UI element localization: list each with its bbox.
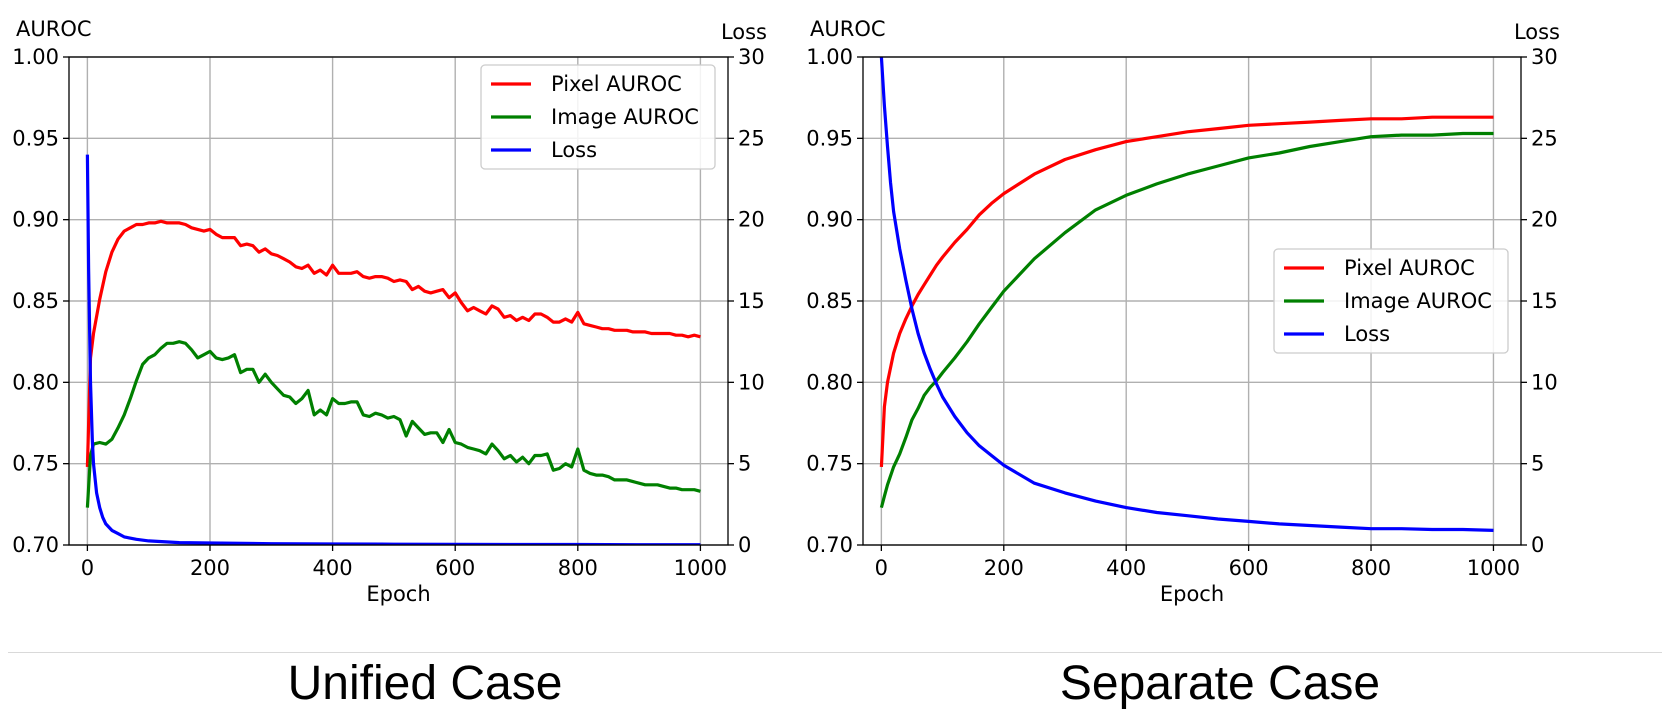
y-right-tick-label: 20 [738, 208, 765, 232]
legend-box [480, 64, 716, 170]
chart-separate: 0 200 400 600 800 10000.700.750.800.850.900.9… [806, 17, 1560, 606]
series-line-pixel-auroc [85, 219, 701, 467]
x-tick-label: 1000 [1467, 556, 1520, 580]
y-left-tick-label: 0.75 [806, 452, 853, 476]
y-left-tick-label: 0.75 [12, 452, 59, 476]
y-left-axis-label: AUROC [16, 17, 92, 41]
x-tick-label: 1000 [674, 556, 727, 580]
y-left-tick-label: 0.80 [806, 370, 853, 394]
y-left-tick-label: 0.95 [12, 126, 59, 150]
y-right-tick-label: 10 [1531, 370, 1558, 394]
y-right-axis-label: Loss [721, 20, 767, 44]
y-right-tick-label: 30 [1531, 45, 1558, 69]
y-right-tick-label: 0 [1531, 533, 1544, 557]
y-left-tick-label: 0.95 [806, 126, 853, 150]
legend-label: Pixel AUROC [1344, 256, 1475, 280]
legend: Pixel AUROC Image AUROC Loss [1273, 248, 1509, 354]
y-left-tick-label: 1.00 [806, 45, 853, 69]
chart-unified: 0 200 400 600 800 10000.700.750.800.850.900.9… [12, 17, 767, 606]
y-left-tick-label: 0.90 [12, 208, 59, 232]
series-line-pixel-auroc [879, 115, 1494, 467]
legend-box [1273, 248, 1509, 354]
x-tick-label: 800 [1351, 556, 1391, 580]
y-right-tick-label: 5 [1531, 452, 1544, 476]
y-right-tick-label: 15 [1531, 289, 1558, 313]
legend-label: Pixel AUROC [551, 72, 682, 96]
y-right-tick-label: 5 [738, 452, 751, 476]
y-right-tick-label: 0 [738, 533, 751, 557]
y-left-tick-label: 0.85 [12, 289, 59, 313]
y-left-tick-label: 0.80 [12, 370, 59, 394]
y-left-tick-label: 0.85 [806, 289, 853, 313]
x-tick-label: 200 [190, 556, 230, 580]
y-right-tick-label: 20 [1531, 208, 1558, 232]
y-left-axis-label: AUROC [810, 17, 886, 41]
series-line-image-auroc [879, 131, 1494, 509]
y-right-tick-label: 10 [738, 370, 765, 394]
y-left-tick-label: 0.70 [806, 533, 853, 557]
x-axis-label: Epoch [1160, 582, 1224, 606]
x-tick-label: 200 [984, 556, 1024, 580]
x-tick-label: 600 [435, 556, 475, 580]
caption-divider [8, 652, 1662, 653]
series-line-loss [879, 57, 1494, 532]
x-tick-label: 0 [875, 556, 888, 580]
x-tick-label: 600 [1229, 556, 1269, 580]
y-right-tick-label: 15 [738, 289, 765, 313]
x-tick-label: 0 [81, 556, 94, 580]
y-right-tick-label: 30 [738, 45, 765, 69]
x-tick-label: 800 [558, 556, 598, 580]
legend-label: Image AUROC [551, 105, 699, 129]
y-left-tick-label: 1.00 [12, 45, 59, 69]
y-left-tick-label: 0.70 [12, 533, 59, 557]
x-tick-label: 400 [313, 556, 353, 580]
y-right-axis-label: Loss [1514, 20, 1560, 44]
legend-label: Loss [551, 138, 597, 162]
y-left-tick-label: 0.90 [806, 208, 853, 232]
legend: Pixel AUROC Image AUROC Loss [480, 64, 716, 170]
caption-separate: Separate Case [1059, 657, 1381, 710]
x-tick-label: 400 [1106, 556, 1146, 580]
legend-label: Image AUROC [1344, 289, 1492, 313]
caption-unified: Unified Case [287, 657, 563, 710]
y-right-tick-label: 25 [738, 126, 765, 150]
series-line-loss [85, 154, 701, 545]
y-right-tick-label: 25 [1531, 126, 1558, 150]
series-line-image-auroc [85, 340, 701, 508]
legend-label: Loss [1344, 322, 1390, 346]
x-axis-label: Epoch [366, 582, 430, 606]
